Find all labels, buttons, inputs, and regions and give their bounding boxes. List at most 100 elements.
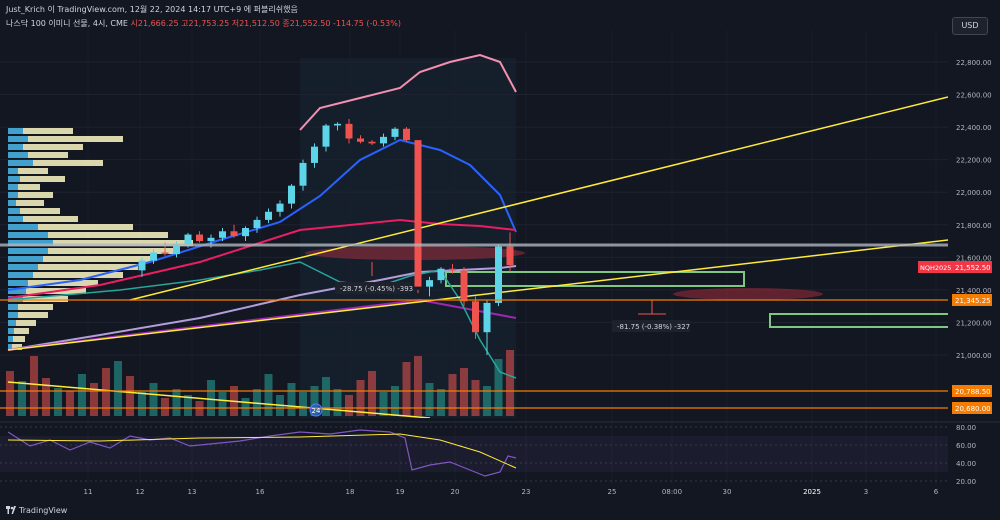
profile-down-bar	[53, 240, 193, 246]
profile-up-bar	[8, 176, 20, 182]
symbol-line: 나스닥 100 이미니 선물, 4시, CME 시21,666.25 고21,7…	[6, 18, 401, 29]
level-tag-text: 20,788.50	[955, 388, 991, 396]
volume-bar	[345, 395, 353, 416]
level-tag	[952, 402, 992, 414]
volume-bar	[102, 368, 110, 416]
candle-body	[184, 234, 192, 245]
symbol-name: 나스닥 100 이미니 선물, 4시, CME	[6, 19, 128, 28]
time-axis[interactable]: 11 12 13 16 18 19 20 23 25 08:00 30 2025 3 6	[84, 488, 939, 496]
volume-bar	[379, 392, 388, 416]
rsi-tick-label: 20.00	[956, 478, 976, 486]
candle-body	[414, 140, 422, 287]
rsi-tick-label: 60.00	[956, 442, 976, 450]
volume-bar	[66, 391, 74, 416]
symbol-tag-text: NQH2025	[920, 264, 951, 272]
publisher-line: Just_Krich 이 TradingView.com, 12월 22, 20…	[6, 5, 298, 14]
time-tick-label: 12	[136, 488, 145, 496]
annotation-1-text: -28.75 (-0.45%) -393	[340, 285, 413, 293]
candle-body	[345, 123, 353, 139]
moving-average-lavender	[7, 265, 517, 351]
volume-bar	[184, 395, 192, 416]
volume-bar	[299, 392, 307, 416]
volume-bar	[138, 392, 146, 416]
trendline-yellow-1	[7, 239, 948, 351]
profile-down-bar	[28, 152, 68, 158]
candle-body	[368, 141, 376, 144]
price-chart[interactable]: 21,345.25 20,788.50 20,680.00 NQH2025 21,552…	[0, 0, 1000, 502]
volume-bar	[460, 368, 468, 416]
ohlc-values: 시21,666.25 고21,753.25 저21,512.50 종21,552…	[130, 19, 401, 28]
candle-body	[219, 231, 226, 238]
profile-down-bar	[23, 216, 78, 222]
profile-down-bar	[14, 328, 29, 334]
candle-body	[288, 185, 295, 204]
price-tick-label: 21,400.00	[956, 287, 992, 295]
candle-body	[472, 301, 479, 333]
price-tick-label: 22,400.00	[956, 124, 992, 132]
volume-bar	[114, 361, 122, 416]
candle-body	[173, 244, 180, 255]
time-tick-label: 16	[256, 488, 265, 496]
candles	[138, 118, 514, 355]
price-tick-label: 22,800.00	[956, 59, 992, 67]
level-tag-text: 20,680.00	[955, 405, 991, 413]
event-marker[interactable]: 24	[309, 403, 323, 417]
time-tick-label: 11	[84, 488, 93, 496]
moving-average-red	[7, 218, 517, 299]
price-tick-label: 21,800.00	[956, 222, 992, 230]
candle-body	[230, 231, 238, 237]
profile-down-bar	[43, 256, 153, 262]
candle-body	[242, 228, 249, 237]
candle-body	[265, 211, 272, 220]
volume-bar	[161, 398, 169, 416]
profile-down-bar	[18, 304, 53, 310]
currency-button[interactable]: USD	[952, 17, 988, 35]
candle-body	[391, 128, 399, 137]
profile-up-bar	[8, 280, 28, 286]
volume-bar	[448, 374, 457, 416]
volume-profile	[8, 128, 193, 350]
profile-down-bar	[33, 160, 103, 166]
profile-up-bar	[8, 144, 23, 150]
candle-body	[403, 128, 410, 141]
profile-up-bar	[8, 336, 13, 342]
tradingview-logo[interactable]: TradingView	[6, 506, 67, 515]
level-tag	[952, 385, 992, 397]
profile-down-bar	[33, 272, 123, 278]
price-axis[interactable]: 21,000.00 21,200.00 21,400.00 21,600.00 21,8…	[956, 59, 992, 360]
volume-bar	[287, 383, 296, 416]
profile-up-bar	[8, 288, 26, 294]
candle-body	[161, 252, 169, 255]
profile-up-bar	[8, 128, 23, 134]
volume-bar	[322, 377, 330, 416]
price-tick-label: 21,600.00	[956, 254, 992, 262]
annotation-2: -81.75 (-0.38%) -327	[612, 320, 690, 332]
profile-up-bar	[8, 256, 43, 262]
volume-bar	[78, 374, 86, 416]
profile-up-bar	[8, 312, 18, 318]
footer	[0, 502, 1000, 520]
candle-body	[437, 268, 445, 281]
trendline-yellow-2	[129, 96, 948, 301]
volume-bar	[18, 381, 26, 416]
profile-up-bar	[8, 216, 23, 222]
volume-bar	[90, 383, 98, 416]
profile-up-bar	[8, 200, 16, 206]
candle-body	[460, 270, 468, 302]
volume-bar	[310, 386, 319, 416]
profile-up-bar	[8, 328, 14, 334]
red-zone-ellipse-2	[673, 288, 823, 300]
time-tick-label: 18	[346, 488, 355, 496]
trendline-yellow-3	[7, 381, 431, 418]
candle-body	[276, 203, 284, 212]
profile-down-bar	[18, 312, 48, 318]
profile-down-bar	[23, 128, 73, 134]
profile-down-bar	[20, 208, 60, 214]
profile-up-bar	[8, 184, 18, 190]
time-tick-label: 08:00	[662, 488, 682, 496]
time-tick-label: 23	[522, 488, 531, 496]
profile-up-bar	[8, 192, 18, 198]
rsi-band	[0, 436, 948, 472]
price-tick-label: 22,000.00	[956, 189, 992, 197]
volume-bar	[264, 374, 273, 416]
